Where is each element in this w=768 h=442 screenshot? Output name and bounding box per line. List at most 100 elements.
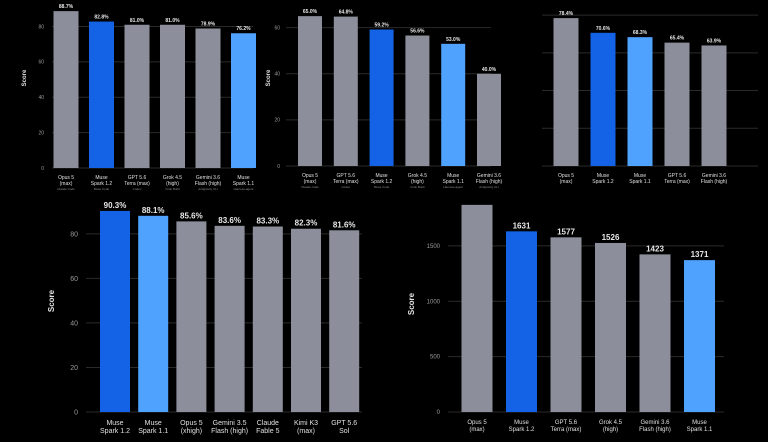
x-tick-label: Opus 5: [180, 420, 203, 427]
x-tick-label: Muse: [145, 420, 162, 427]
x-tick-sublabel: Codex: [341, 185, 350, 189]
x-tick-label: Muse: [447, 173, 459, 179]
y-tick-label: 60: [38, 60, 44, 66]
data-label: 78.9%: [201, 21, 216, 27]
x-tick-label: Spark 1.2: [371, 179, 393, 185]
data-label: 78.4%: [559, 11, 574, 17]
bar: [550, 237, 582, 412]
bar: [329, 230, 360, 412]
data-label: 53.0%: [446, 37, 461, 43]
data-label: 65.4%: [670, 36, 685, 42]
data-label: 64.8%: [339, 10, 354, 16]
y-tick-label: 1500: [427, 244, 441, 250]
x-tick-label: Claude: [257, 420, 279, 427]
data-label: 81.6%: [333, 220, 356, 229]
x-tick-label: Opus 5: [58, 175, 74, 181]
bar: [590, 32, 616, 167]
data-label: 81.0%: [130, 18, 145, 24]
bar: [595, 242, 626, 412]
x-tick-label: Spark 1.2: [100, 428, 130, 435]
bar: [53, 11, 79, 168]
data-label: 1371: [691, 250, 709, 259]
x-tick-label: Spark 1.1: [629, 179, 651, 185]
bar: [333, 16, 358, 166]
bar: [231, 33, 256, 169]
x-tick-label: Opus 5: [467, 420, 487, 426]
x-tick-label: (high): [411, 179, 424, 185]
x-tick-label: Grok 4.5: [163, 175, 182, 181]
x-tick-label: Spark 1.1: [138, 428, 168, 435]
x-tick-label: Opus 5: [558, 173, 574, 179]
x-tick-label: GPT 5.6: [128, 175, 147, 181]
data-label: 83.3%: [256, 217, 279, 226]
bar: [553, 18, 579, 167]
data-label: 59.2%: [375, 23, 390, 29]
y-tick-label: 20: [274, 118, 280, 124]
x-tick-label: Spark 1.1: [442, 179, 464, 185]
x-tick-label: GPT 5.6: [668, 173, 687, 179]
x-tick-label: Muse: [692, 420, 707, 426]
y-tick-label: 20: [70, 365, 78, 372]
x-tick-label: Grok 4.5: [408, 173, 427, 179]
x-tick-label: Flash (high): [701, 179, 728, 185]
data-label: 81.0%: [165, 18, 180, 24]
y-axis-title: Score: [47, 289, 56, 312]
y-tick-label: 0: [437, 410, 441, 416]
x-tick-label: Gemini 3.6: [640, 420, 670, 426]
x-tick-label: Muse: [597, 173, 609, 179]
x-tick-label: (high): [166, 181, 179, 187]
data-label: 40.0%: [482, 67, 497, 73]
x-tick-label: Flash (high): [639, 427, 671, 433]
x-tick-label: Spark 1.2: [592, 179, 614, 185]
bar: [100, 210, 130, 412]
data-label: 63.9%: [707, 38, 722, 44]
x-tick-sublabel: Codex: [133, 187, 142, 191]
x-tick-label: Muse: [237, 175, 249, 181]
x-tick-sublabel: Harness-agent: [234, 187, 254, 191]
bar: [252, 226, 283, 412]
bar: [461, 204, 493, 412]
data-label: 1423: [646, 244, 664, 253]
y-tick-label: 80: [38, 24, 44, 30]
x-tick-label: Gemini 3.6: [196, 175, 220, 181]
x-tick-sublabel: Claude Code: [57, 187, 75, 191]
x-tick-label: Flash (high): [211, 428, 248, 435]
x-tick-label: GPT 5.6: [555, 420, 578, 426]
data-label: 65.0%: [303, 9, 318, 15]
x-tick-sublabel: Grok Build: [165, 187, 179, 191]
bar: [214, 225, 245, 412]
x-tick-label: GPT 5.6: [337, 173, 356, 179]
bar: [506, 231, 537, 412]
data-label: 82.3%: [295, 219, 318, 228]
data-label: 82.8%: [94, 15, 109, 21]
x-tick-label: (max): [60, 181, 73, 187]
x-tick-label: Gemini 3.5: [213, 420, 247, 427]
chart-panel-top-middle: 0 20 40 60 Score 65.0% Opus 5 (max) Claude Code 6…: [256, 0, 512, 196]
x-tick-label: Spark 1.1: [687, 427, 713, 433]
bar: [291, 228, 321, 412]
x-tick-label: Terra (max): [124, 181, 150, 187]
x-tick-label: Kimi K3: [294, 420, 318, 427]
y-tick-label: 40: [70, 320, 78, 327]
data-label: 1526: [602, 233, 620, 242]
x-tick-sublabel: Antigravity CLI: [479, 185, 499, 189]
y-tick-label: 1000: [427, 299, 441, 305]
data-label: 1631: [513, 221, 531, 230]
y-axis-title: Score: [266, 69, 272, 86]
bar: [369, 29, 394, 167]
y-axis-title: Score: [407, 292, 416, 315]
y-tick-label: 80: [70, 231, 78, 238]
bar: [124, 24, 150, 169]
bar: [160, 24, 185, 169]
bar: [701, 45, 727, 166]
x-tick-label: Muse: [514, 420, 529, 426]
x-tick-label: Muse: [106, 420, 123, 427]
bar: [441, 43, 466, 166]
bar: [405, 35, 430, 166]
data-label: 76.2%: [236, 26, 251, 32]
x-tick-label: GPT 5.6: [331, 420, 357, 427]
y-tick-label: 500: [430, 355, 441, 361]
